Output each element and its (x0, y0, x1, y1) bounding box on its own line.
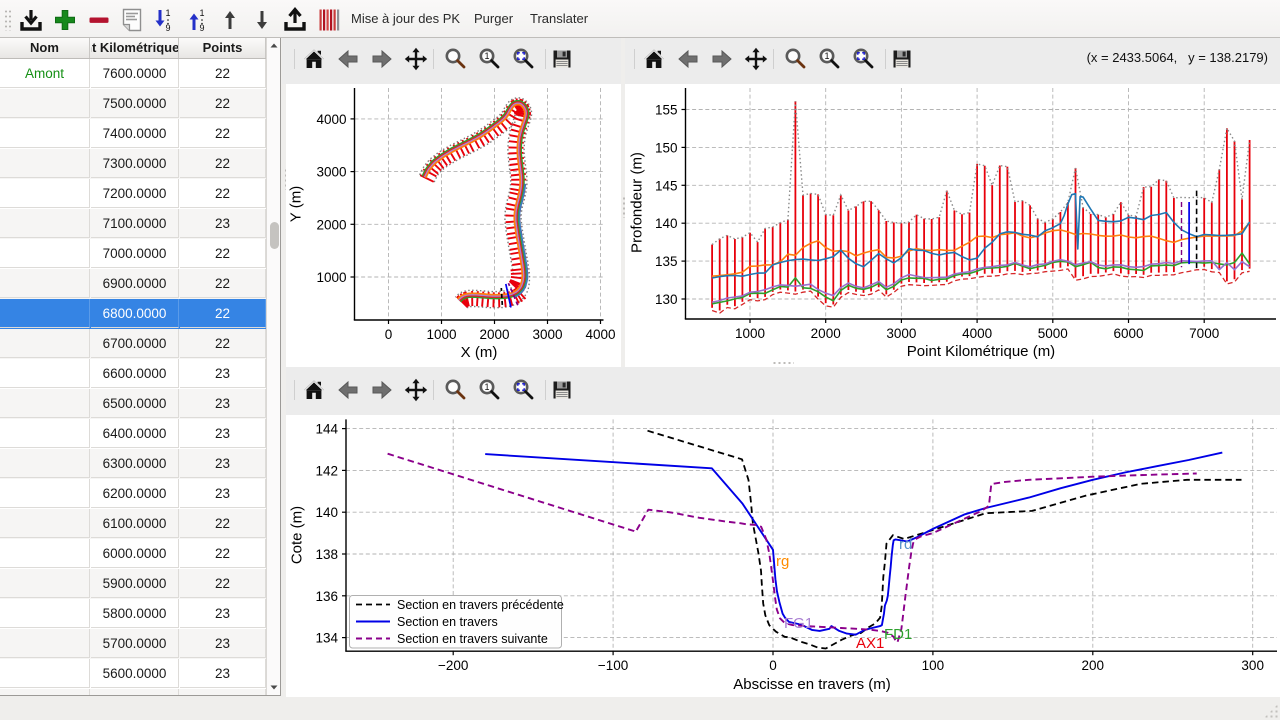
svg-text:0: 0 (385, 327, 393, 342)
svg-text:Y (m): Y (m) (288, 186, 305, 222)
svg-text:3000: 3000 (886, 326, 916, 341)
svg-text:2000: 2000 (316, 217, 346, 232)
svg-text:1: 1 (484, 51, 489, 61)
svg-text:1000: 1000 (426, 327, 456, 342)
svg-text:5000: 5000 (1038, 326, 1068, 341)
svg-text:7000: 7000 (1189, 326, 1219, 341)
svg-text:134: 134 (315, 631, 338, 646)
svg-text:Section en travers: Section en travers (397, 615, 498, 629)
svg-text:Point Kilométrique (m): Point Kilométrique (m) (907, 343, 1055, 360)
svg-text:136: 136 (315, 589, 338, 604)
svg-text:150: 150 (655, 140, 678, 155)
svg-text:1: 1 (165, 8, 170, 18)
svg-text:4000: 4000 (316, 112, 346, 127)
svg-text:AX1: AX1 (856, 635, 884, 652)
svg-text:rg: rg (776, 553, 789, 570)
svg-text:2000: 2000 (479, 327, 509, 342)
svg-text:Abscisse en travers (m): Abscisse en travers (m) (733, 676, 891, 693)
svg-text:1000: 1000 (735, 326, 765, 341)
svg-text:4000: 4000 (585, 327, 615, 342)
svg-text:2000: 2000 (811, 326, 841, 341)
svg-text:Section en travers précédente: Section en travers précédente (397, 598, 564, 612)
svg-text:1000: 1000 (316, 270, 346, 285)
svg-text:9: 9 (165, 23, 170, 33)
svg-text:−200: −200 (438, 658, 468, 673)
svg-text:FD1: FD1 (884, 626, 912, 643)
svg-text:FG1: FG1 (784, 615, 813, 632)
svg-text:9: 9 (199, 23, 204, 33)
svg-text:145: 145 (655, 178, 678, 193)
svg-text:138: 138 (315, 547, 338, 562)
svg-text:144: 144 (315, 422, 338, 437)
svg-text:140: 140 (655, 216, 678, 231)
svg-text:0: 0 (769, 658, 777, 673)
svg-text:130: 130 (655, 292, 678, 307)
svg-text:200: 200 (1082, 658, 1105, 673)
svg-text:300: 300 (1241, 658, 1264, 673)
svg-text:Section en travers suivante: Section en travers suivante (397, 632, 548, 646)
svg-text:140: 140 (315, 505, 338, 520)
svg-text:4000: 4000 (962, 326, 992, 341)
svg-text:rd: rd (899, 536, 912, 553)
svg-text:X (m): X (m) (461, 344, 498, 361)
svg-text:6000: 6000 (1113, 326, 1143, 341)
svg-text:Cote (m): Cote (m) (289, 506, 306, 564)
svg-text:1: 1 (484, 382, 489, 392)
svg-text:155: 155 (655, 103, 678, 118)
svg-text:3000: 3000 (316, 165, 346, 180)
svg-text:135: 135 (655, 254, 678, 269)
svg-text:1: 1 (824, 51, 829, 61)
svg-text:Profondeur (m): Profondeur (m) (629, 152, 646, 253)
svg-text:3000: 3000 (532, 327, 562, 342)
svg-text:142: 142 (315, 463, 338, 478)
svg-text:100: 100 (922, 658, 945, 673)
svg-text:−100: −100 (598, 658, 628, 673)
svg-text:1: 1 (199, 8, 204, 18)
